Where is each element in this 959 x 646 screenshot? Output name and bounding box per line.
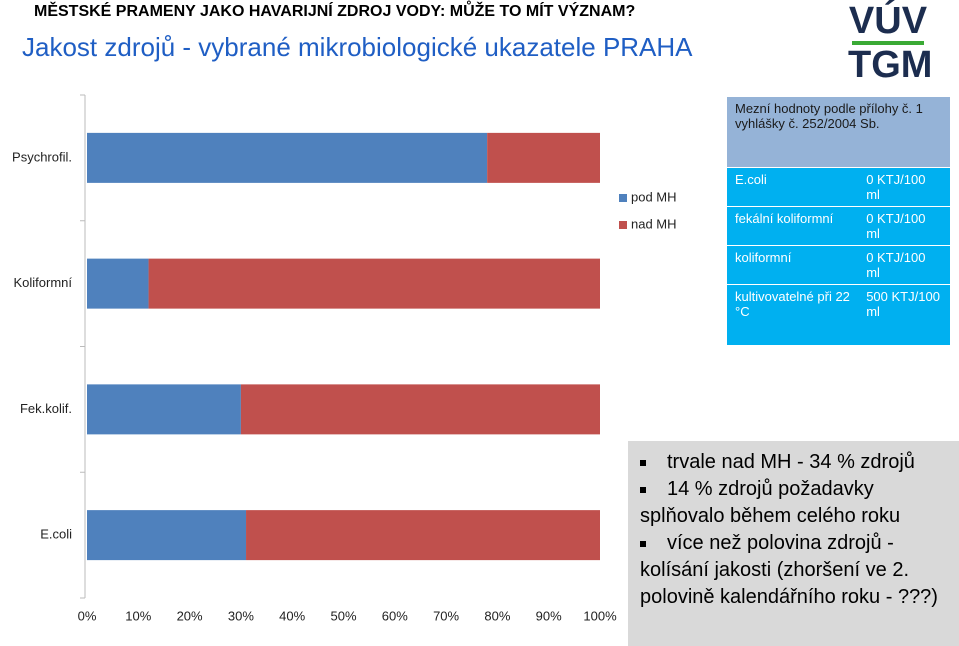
x-tick-label: 100% [583,608,617,623]
bar-segment [87,510,247,561]
table-row: koliformní 0 KTJ/100 ml [727,245,950,285]
x-tick-label: 80% [484,608,510,623]
note: trvale nad MH - 34 % zdrojů [640,449,959,476]
bar-segment [87,384,241,435]
y-tick-label: Psychrofil. [12,149,72,164]
note: 14 % zdrojů požadavky splňovalo během ce… [640,476,959,530]
logo: VÚV TGM [848,0,933,86]
bar-segment [148,258,600,309]
table-cell: E.coli [727,167,859,207]
y-tick-label: Fek.kolif. [20,401,72,416]
logo-line: TGM [848,44,933,86]
logo-bar [852,41,924,45]
table-cell: 0 KTJ/100 ml [858,206,950,246]
limits-table: Mezní hodnoty podle přílohy č. 1 vyhlášk… [727,97,950,345]
table-cell: fekální koliformní [727,206,859,246]
table-header: Mezní hodnoty podle přílohy č. 1 vyhlášk… [727,97,950,168]
chart: 0% 10% 20% 30% 40% 50% 60% 70% 80% 90% 100% Psychro… [12,94,677,623]
table-cell: kultivovatelné při 22 °C [727,284,859,345]
bar-segment [246,510,600,561]
logo-line: VÚV [848,0,928,42]
table-row: fekální koliformní 0 KTJ/100 ml [727,206,950,246]
table-row: E.coli 0 KTJ/100 ml [727,167,950,207]
x-tick-label: 50% [330,608,356,623]
table-cell: 0 KTJ/100 ml [858,167,950,207]
x-tick-label: 30% [228,608,254,623]
note: více než polovina zdrojů - kolísání jako… [640,530,959,611]
x-tick-label: 70% [433,608,459,623]
slide-title: Jakost zdrojů - vybrané mikrobiologické … [22,32,693,62]
bar-segment [240,384,600,435]
x-tick-label: 90% [536,608,562,623]
legend-label: nad MH [631,216,677,231]
legend-swatch [619,221,627,229]
bar-segment [487,132,600,183]
table-cell: 500 KTJ/100 ml [858,284,950,345]
x-tick-label: 60% [382,608,408,623]
x-tick-label: 10% [125,608,151,623]
bar-segment [87,258,149,309]
legend-label: pod MH [631,189,677,204]
x-tick-label: 0% [78,608,97,623]
legend-swatch [619,194,627,202]
kicker: MĚSTSKÉ PRAMENY JAKO HAVARIJNÍ ZDROJ VOD… [34,3,636,20]
y-tick-label: E.coli [40,527,72,542]
x-tick-label: 40% [279,608,305,623]
bar-segment [87,132,488,183]
x-tick-label: 20% [177,608,203,623]
table-cell: koliformní [727,245,859,285]
notes-box: trvale nad MH - 34 % zdrojů14 % zdrojů p… [628,441,959,646]
table-cell: 0 KTJ/100 ml [858,245,950,285]
table-row: kultivovatelné při 22 °C 500 KTJ/100 ml [727,284,950,345]
y-tick-label: Koliformní [13,275,72,290]
